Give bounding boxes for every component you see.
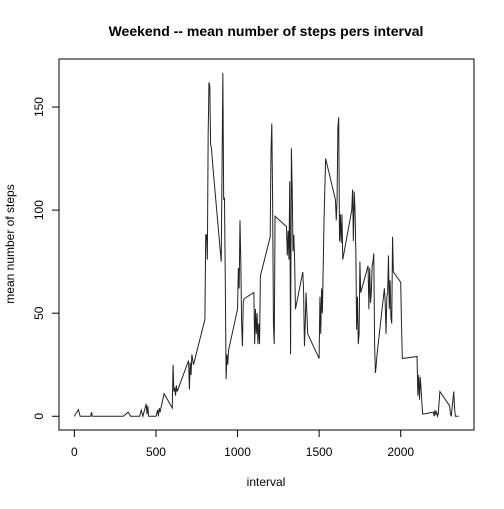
- y-tick-label: 100: [32, 200, 46, 220]
- x-tick-label: 0: [71, 445, 78, 459]
- x-tick-label: 2000: [387, 445, 414, 459]
- x-tick-label: 500: [146, 445, 166, 459]
- y-tick-label: 50: [32, 306, 46, 320]
- y-tick-label: 150: [32, 97, 46, 117]
- chart-title: Weekend -- mean number of steps pers int…: [109, 23, 424, 39]
- plot-box: [58, 58, 475, 431]
- x-tick-label: 1000: [224, 445, 251, 459]
- y-tick-label: 0: [32, 413, 46, 420]
- x-axis-label: interval: [247, 475, 286, 489]
- y-axis-label: mean number of steps: [3, 184, 17, 303]
- data-line: [73, 72, 459, 419]
- x-tick-label: 1500: [306, 445, 333, 459]
